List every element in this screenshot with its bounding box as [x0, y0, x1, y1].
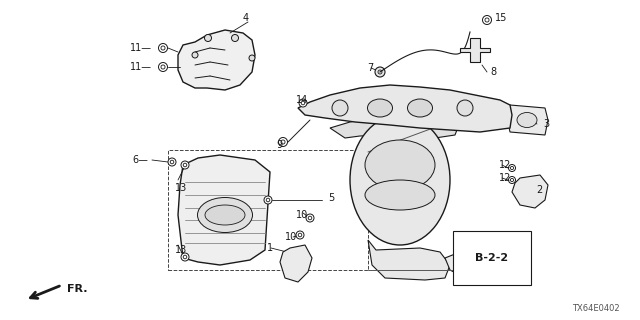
Text: 9: 9 [276, 140, 282, 150]
Circle shape [457, 100, 473, 116]
Circle shape [192, 52, 198, 58]
Circle shape [278, 138, 287, 147]
Text: 12: 12 [499, 160, 511, 170]
Ellipse shape [517, 113, 537, 127]
Polygon shape [368, 240, 450, 280]
Polygon shape [460, 38, 490, 62]
Circle shape [249, 55, 255, 61]
Polygon shape [445, 248, 510, 278]
Text: 7: 7 [367, 63, 373, 73]
Text: 12: 12 [499, 173, 511, 183]
Circle shape [511, 166, 513, 170]
Text: TX64E0402: TX64E0402 [572, 304, 620, 313]
Circle shape [264, 196, 272, 204]
Text: 1: 1 [267, 243, 273, 253]
Circle shape [161, 46, 165, 50]
Circle shape [161, 65, 165, 69]
Ellipse shape [198, 197, 253, 233]
Ellipse shape [365, 140, 435, 190]
Circle shape [332, 100, 348, 116]
Circle shape [299, 99, 307, 107]
Circle shape [509, 177, 515, 183]
Ellipse shape [408, 99, 433, 117]
Circle shape [159, 44, 168, 52]
Text: 13: 13 [175, 183, 188, 193]
Text: 14: 14 [296, 95, 308, 105]
Ellipse shape [367, 99, 392, 117]
Text: 2: 2 [536, 185, 542, 195]
Circle shape [306, 214, 314, 222]
Circle shape [181, 161, 189, 169]
Circle shape [483, 15, 492, 25]
Text: 11—: 11— [130, 43, 152, 53]
Text: 15: 15 [495, 13, 508, 23]
Circle shape [281, 140, 285, 144]
Ellipse shape [365, 180, 435, 210]
Circle shape [485, 18, 489, 22]
Circle shape [181, 253, 189, 261]
Circle shape [168, 158, 176, 166]
Ellipse shape [205, 205, 245, 225]
Circle shape [375, 67, 385, 77]
Text: 8: 8 [490, 67, 496, 77]
Text: 6—: 6— [132, 155, 148, 165]
Circle shape [298, 233, 302, 237]
Text: FR.: FR. [67, 284, 88, 294]
Circle shape [509, 164, 515, 172]
Circle shape [159, 62, 168, 71]
Text: 10: 10 [296, 210, 308, 220]
Circle shape [183, 255, 187, 259]
Text: 10: 10 [285, 232, 297, 242]
Circle shape [308, 216, 312, 220]
Polygon shape [330, 116, 460, 138]
Polygon shape [512, 175, 548, 208]
Text: 5: 5 [328, 193, 334, 203]
Circle shape [205, 35, 211, 42]
Circle shape [232, 35, 239, 42]
Polygon shape [178, 30, 255, 90]
Text: B-2-2: B-2-2 [476, 253, 509, 263]
Circle shape [511, 179, 513, 181]
Text: 4: 4 [243, 13, 249, 23]
Ellipse shape [350, 115, 450, 245]
Circle shape [183, 163, 187, 167]
Bar [168, 150, 368, 270]
Circle shape [296, 231, 304, 239]
Text: 3: 3 [543, 119, 549, 129]
Circle shape [170, 160, 174, 164]
Polygon shape [280, 245, 312, 282]
Circle shape [266, 198, 270, 202]
Polygon shape [298, 85, 512, 132]
Circle shape [378, 70, 382, 74]
Polygon shape [178, 155, 270, 265]
Circle shape [301, 101, 305, 105]
Polygon shape [507, 105, 548, 135]
Text: 13: 13 [175, 245, 188, 255]
Text: 11—: 11— [130, 62, 152, 72]
